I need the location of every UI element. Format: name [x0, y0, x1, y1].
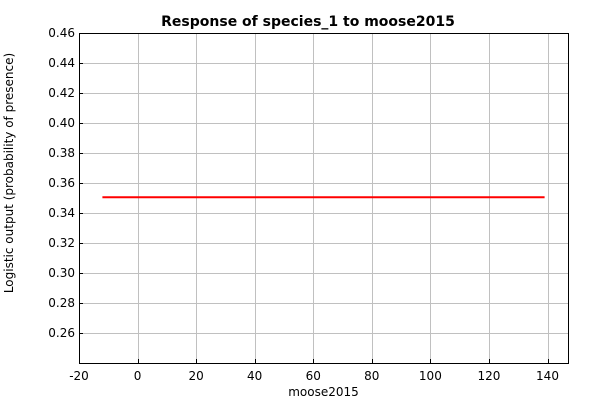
x-tick-label: -20 — [69, 369, 89, 383]
plot-area-frame — [79, 33, 569, 364]
y-axis-label: Logistic output (probability of presence… — [2, 53, 16, 293]
x-tick-label: 20 — [188, 369, 203, 383]
y-tick-label: 0.36 — [48, 176, 75, 190]
x-axis-label: moose2015 — [288, 385, 359, 399]
y-tick-label: 0.42 — [48, 86, 75, 100]
x-tick-label: 60 — [306, 369, 321, 383]
y-tick-label: 0.44 — [48, 56, 75, 70]
y-tick-label: 0.46 — [48, 26, 75, 40]
x-tick-label: 120 — [477, 369, 500, 383]
axis-ticks: -20 0 20 40 60 80 100 120 140 0.26 0.28 0.30 0.32 0.3… — [48, 26, 559, 383]
x-tick-label: 80 — [364, 369, 379, 383]
x-tick-label: 100 — [419, 369, 442, 383]
x-tick-label: 40 — [247, 369, 262, 383]
y-tick-label: 0.28 — [48, 296, 75, 310]
y-tick-label: 0.26 — [48, 326, 75, 340]
x-tick-label: 0 — [134, 369, 142, 383]
chart-title: Response of species_1 to moose2015 — [161, 14, 455, 30]
x-tick-label: 140 — [536, 369, 559, 383]
grid-lines — [79, 33, 568, 363]
y-tick-label: 0.32 — [48, 236, 75, 250]
y-tick-label: 0.38 — [48, 146, 75, 160]
y-tick-label: 0.30 — [48, 266, 75, 280]
y-tick-label: 0.34 — [48, 206, 75, 220]
y-tick-label: 0.40 — [48, 116, 75, 130]
